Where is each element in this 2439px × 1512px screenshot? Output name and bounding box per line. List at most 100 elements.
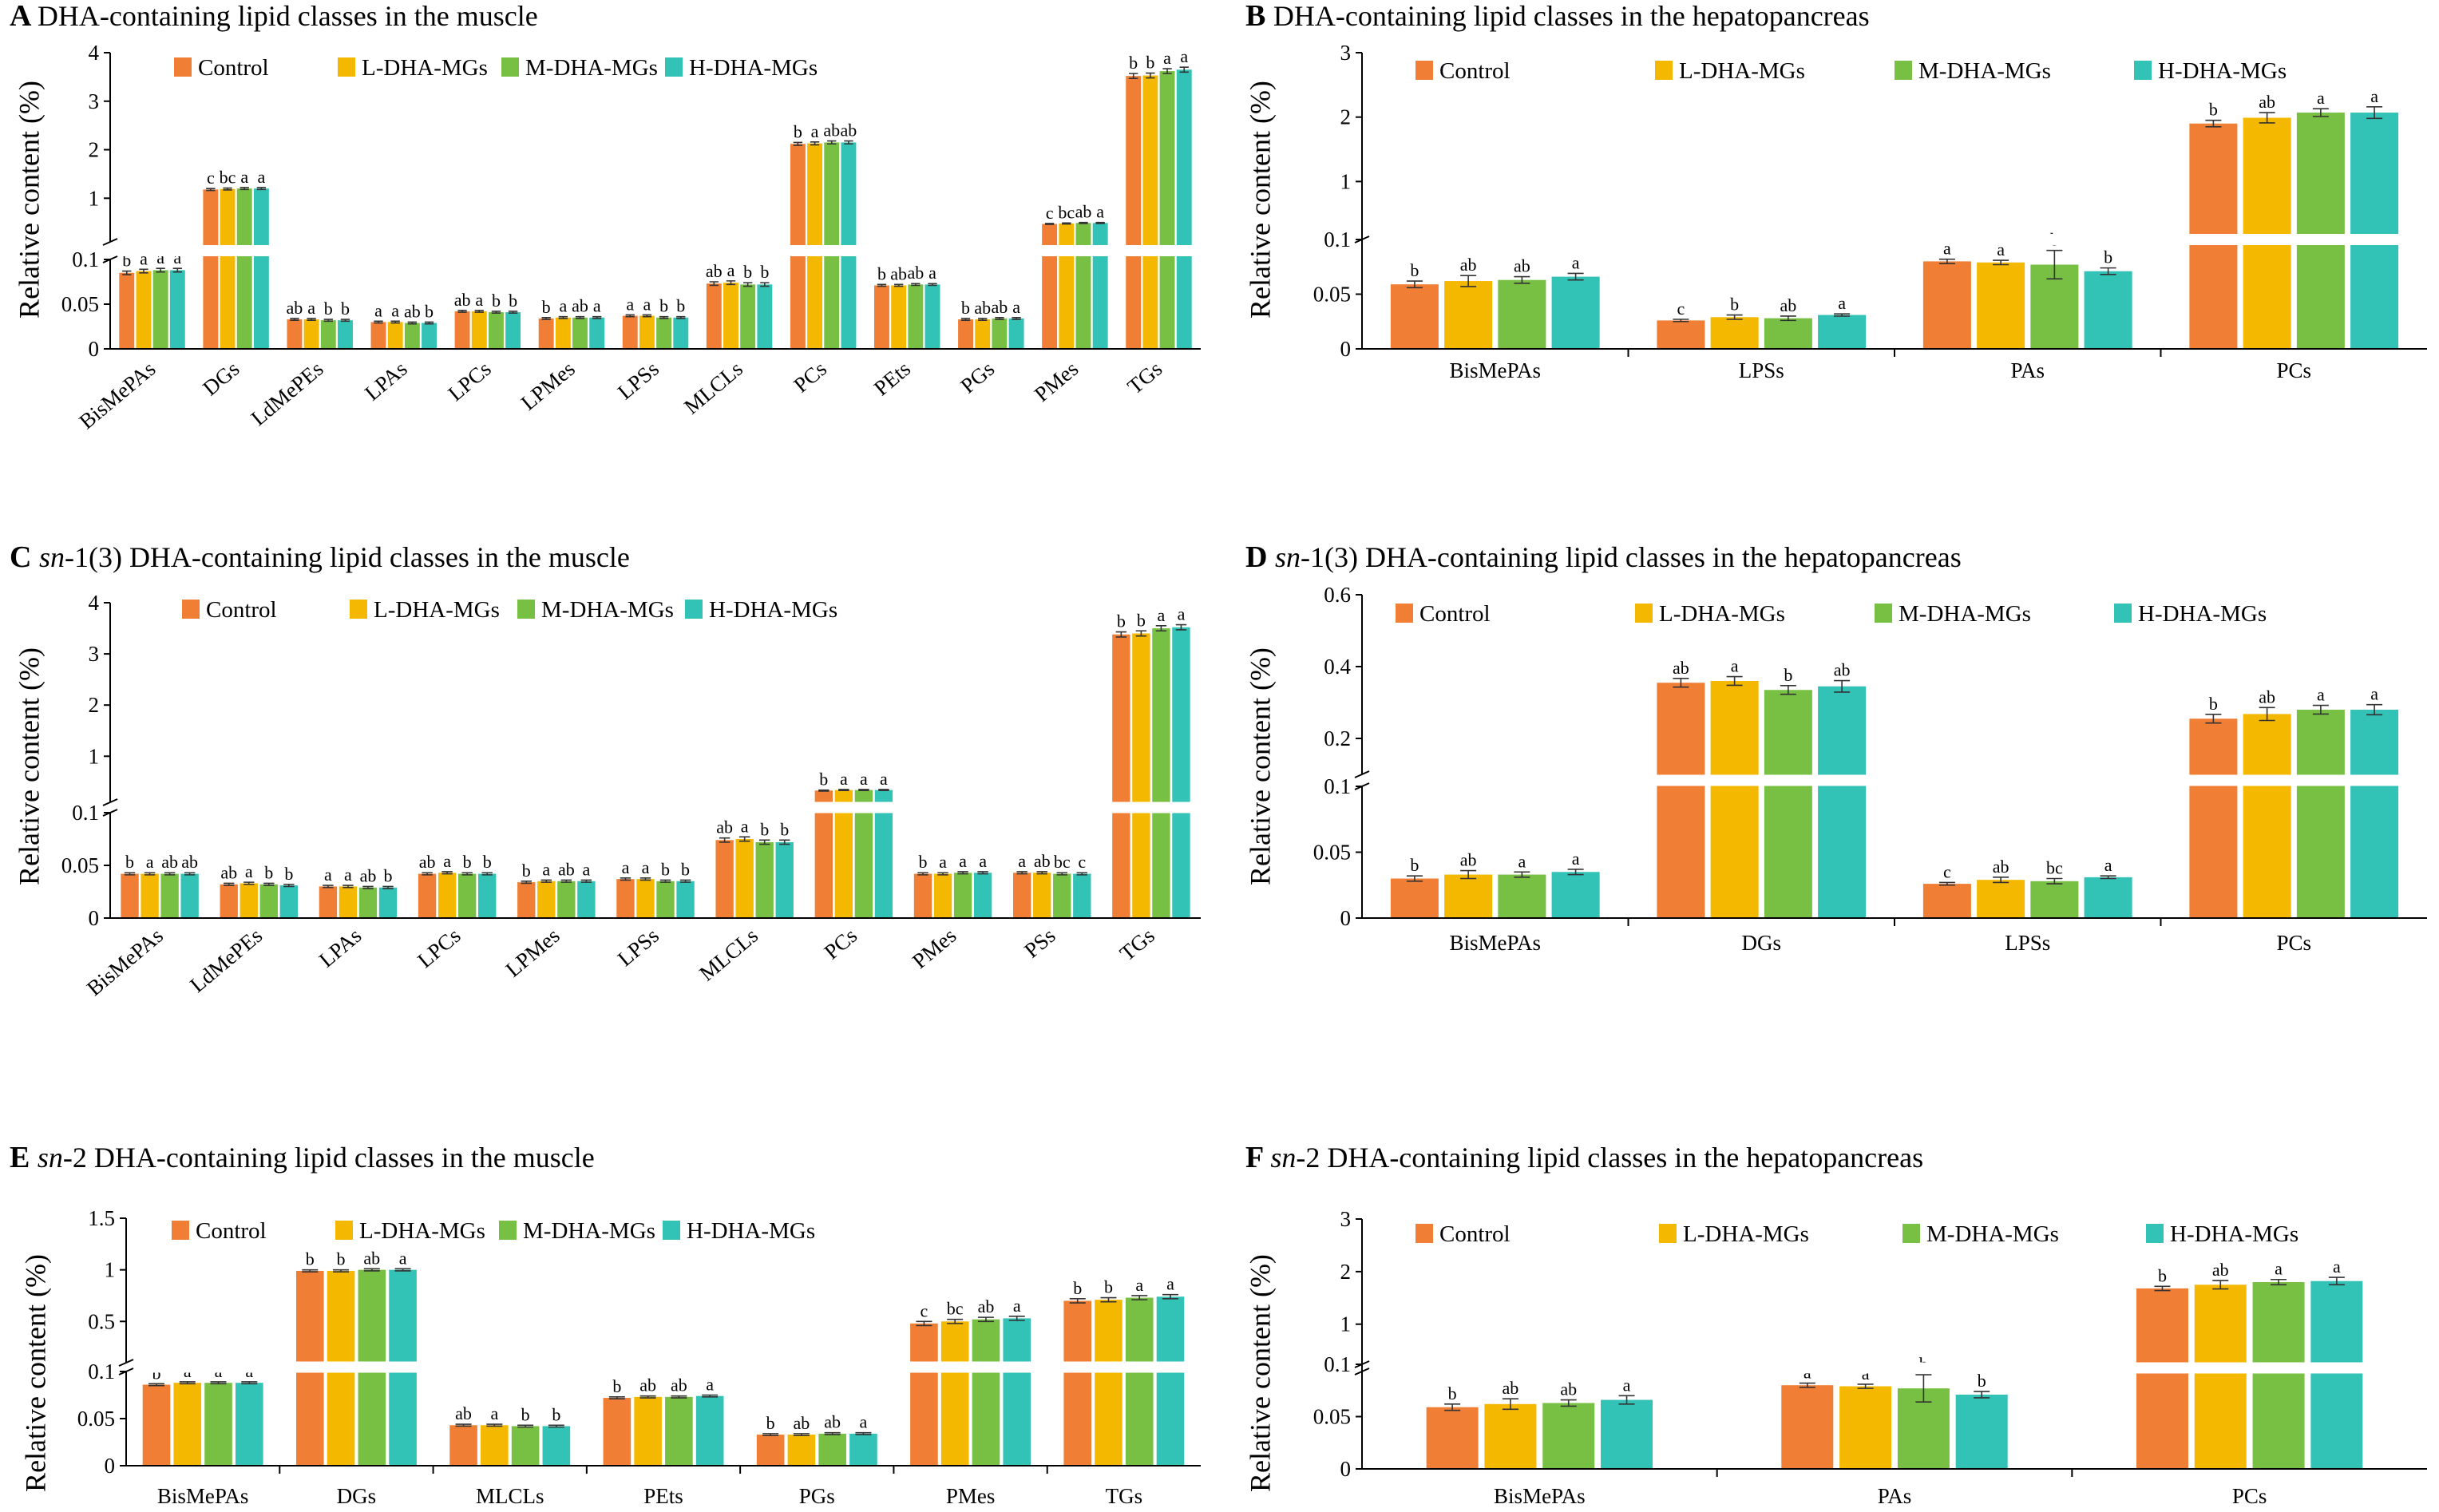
title-text: DHA-containing lipid classes in the musc… [87, 1142, 595, 1174]
x-tick-label: PGs [956, 357, 999, 398]
bar [220, 884, 238, 918]
error-bar [1406, 875, 1423, 882]
panel-title: F sn-2 DHA-containing lipid classes in t… [1245, 1141, 1923, 1174]
x-tick-label: LPSs [613, 924, 663, 972]
significance-letter: a [741, 816, 749, 836]
error-bar [283, 883, 295, 888]
error-bar [1974, 1391, 1990, 1399]
error-bar [639, 1395, 656, 1399]
significance-letter: b [509, 291, 517, 311]
legend-label: Control [196, 1218, 267, 1244]
significance-letter: ab [2212, 1260, 2229, 1280]
significance-letter: b [743, 262, 752, 282]
error-bar [1444, 1403, 1461, 1411]
bar [517, 882, 536, 918]
error-bar [1069, 1298, 1086, 1304]
y-tick-label: 0.6 [1324, 583, 1351, 607]
x-tick-label: LPCs [443, 357, 495, 406]
error-bar [156, 267, 165, 273]
legend-item: H-DHA-MGs [2146, 1221, 2298, 1247]
bar [1176, 69, 1192, 350]
significance-letter: a [928, 263, 936, 283]
legend-label: M-DHA-MGs [1918, 58, 2051, 84]
y-tick-label: 0.4 [1324, 655, 1351, 679]
bar [454, 311, 470, 349]
significance-letter: b [1978, 1371, 1986, 1391]
bar [910, 1323, 938, 1466]
legend-label: M-DHA-MGs [523, 1218, 655, 1244]
error-bar [541, 317, 551, 320]
error-bar [1560, 1399, 1577, 1407]
x-tick-label: PCs [2276, 358, 2311, 382]
bar [240, 883, 258, 918]
bar [378, 887, 398, 918]
bar [874, 790, 893, 918]
significance-letter: ab [907, 263, 924, 283]
significance-letter: b [661, 859, 670, 879]
significance-letter: a [593, 296, 601, 316]
error-bar [455, 1423, 472, 1427]
error-bar [893, 283, 904, 287]
error-bar [977, 871, 988, 875]
legend-label: Control [206, 597, 277, 623]
bar [457, 873, 477, 918]
significance-letter: a [1178, 604, 1186, 624]
significance-letter: ab [455, 1403, 472, 1423]
error-bar [1938, 258, 1955, 264]
significance-letter: b [122, 251, 131, 271]
error-bar [124, 872, 136, 876]
y-tick-label: 0.05 [1313, 841, 1351, 865]
error-bar [461, 872, 473, 876]
significance-letter: ab [706, 261, 723, 281]
error-bar [486, 1423, 503, 1427]
bar [695, 1395, 724, 1466]
bar [555, 317, 571, 349]
y-tick-label: 0.1 [88, 1360, 115, 1383]
x-tick-label: LPAs [315, 924, 366, 972]
legend-swatch [1902, 1224, 1920, 1243]
title-italic: sn [1270, 1142, 1296, 1174]
significance-letter: b [337, 1249, 346, 1269]
significance-letter: a [811, 121, 819, 141]
significance-letter: ab [1673, 658, 1689, 678]
category-group: b ab a a PCs [2189, 684, 2399, 955]
bar [1484, 1403, 1537, 1469]
significance-letter: a [156, 247, 164, 267]
legend-item: L-DHA-MGs [335, 1218, 485, 1244]
significance-letter: a [643, 294, 651, 314]
error-bar [810, 141, 820, 146]
significance-letter: b [1117, 612, 1126, 631]
error-bar [855, 1431, 872, 1435]
error-bar [937, 872, 948, 876]
legend-label: M-DHA-MGs [525, 55, 658, 81]
y-tick-label: 1 [105, 1258, 116, 1282]
error-bar [1780, 315, 1796, 322]
significance-letter: b [341, 299, 350, 319]
error-bar [290, 318, 299, 321]
significance-letter: b [681, 859, 690, 879]
significance-letter: ab [1993, 857, 2009, 877]
bar [180, 873, 199, 918]
error-bar [742, 282, 753, 287]
error-bar [995, 317, 1004, 320]
category-group: b ab ab a BisMePAs [1426, 1375, 1653, 1508]
bar [370, 322, 386, 349]
error-bar [2205, 714, 2222, 724]
significance-letter: c [1078, 852, 1086, 872]
error-bar [164, 872, 176, 876]
bar [972, 1319, 1000, 1466]
bar [940, 1321, 969, 1466]
bar [511, 1426, 540, 1466]
significance-letter: b [1073, 1278, 1082, 1298]
x-tick-label: LdMePEs [185, 924, 267, 997]
bar [169, 270, 185, 349]
x-tick-label: BisMePAs [1449, 931, 1541, 955]
bar [449, 1425, 477, 1466]
x-tick-label: DGs [198, 357, 244, 401]
legend-item: L-DHA-MGs [1659, 1221, 1809, 1247]
x-tick-label: LPSs [1739, 358, 1784, 382]
